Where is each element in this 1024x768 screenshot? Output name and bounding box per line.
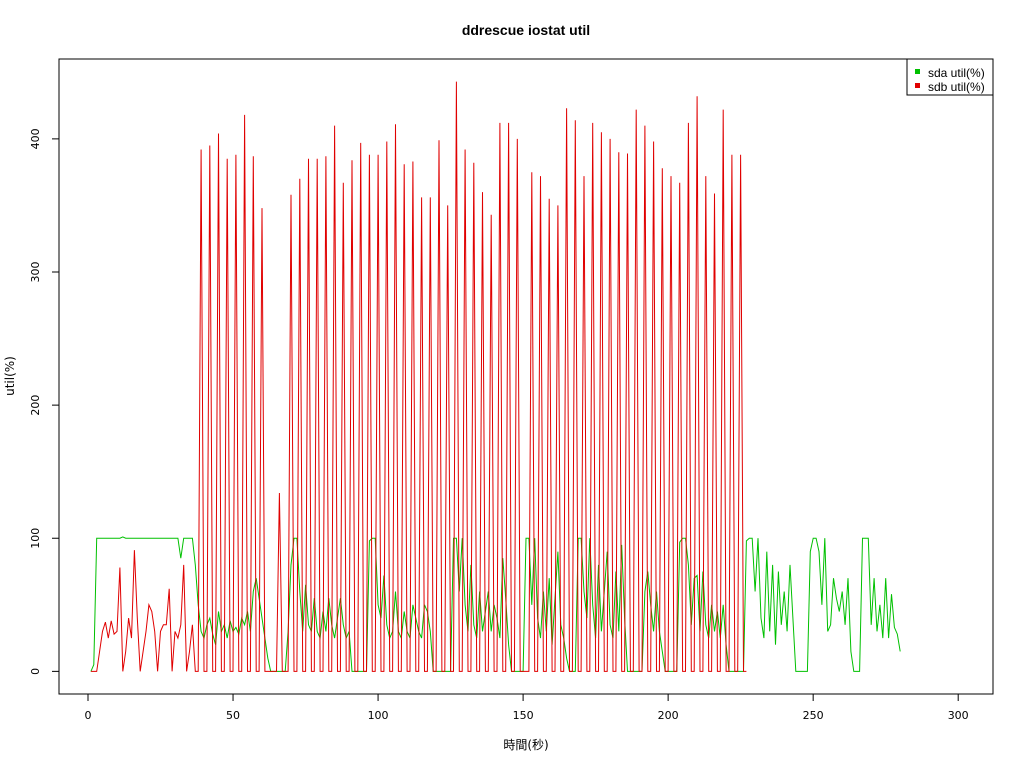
legend-swatch	[915, 83, 920, 88]
x-tick-label: 100	[368, 709, 389, 722]
y-axis-label: util(%)	[3, 356, 17, 396]
y-tick-label: 0	[29, 668, 42, 675]
series-line-2	[90, 81, 747, 672]
x-axis: 0 50 100 150 200 250 300	[85, 693, 969, 722]
legend-box	[906, 58, 994, 96]
y-axis: 0 100 200 300 400	[29, 128, 60, 675]
x-tick-label: 150	[513, 709, 534, 722]
legend-label: sda util(%)	[928, 66, 985, 80]
y-tick-label: 100	[29, 528, 42, 549]
x-tick-label: 50	[226, 709, 240, 722]
series-layer	[90, 81, 901, 672]
x-tick-label: 300	[948, 709, 969, 722]
legend-swatch	[915, 69, 920, 74]
legend-label: sdb util(%)	[928, 80, 985, 94]
x-tick-label: 250	[803, 709, 824, 722]
chart-title: ddrescue iostat util	[462, 22, 590, 38]
series-line-1	[90, 536, 901, 672]
legend: sda util(%)sdb util(%)	[906, 58, 994, 96]
y-tick-label: 200	[29, 395, 42, 416]
y-tick-label: 400	[29, 128, 42, 149]
x-tick-label: 0	[85, 709, 92, 722]
x-axis-label: 時間(秒)	[503, 738, 548, 752]
x-tick-label: 200	[658, 709, 679, 722]
y-tick-label: 300	[29, 261, 42, 282]
